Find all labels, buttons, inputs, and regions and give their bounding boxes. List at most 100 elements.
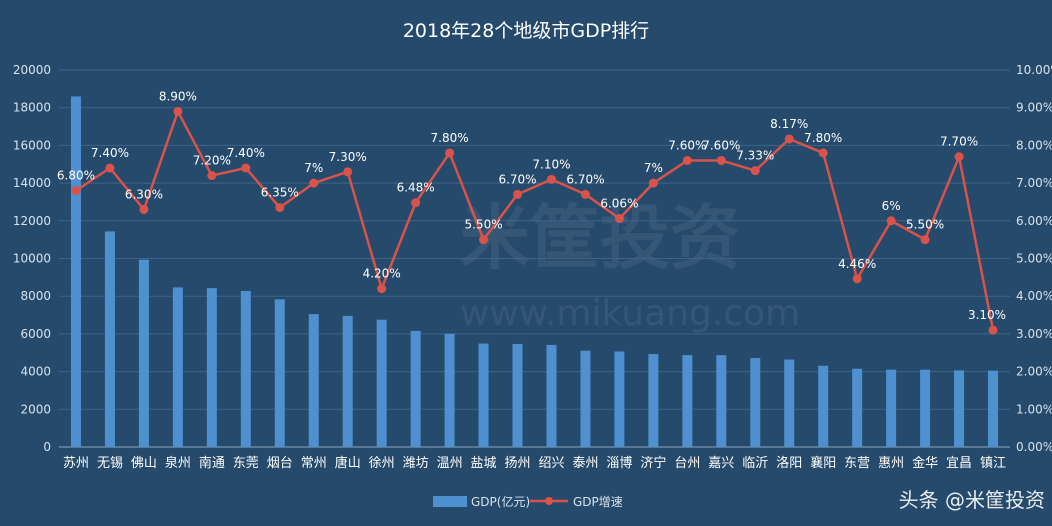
left-y-axis: 0 2000 4000 6000 8000 10000 12000 14000 16000 180… [13, 63, 51, 454]
growth-point [139, 204, 149, 214]
gdp-bar [240, 290, 251, 447]
growth-point [716, 155, 726, 165]
chart-title: 2018年28个地级市GDP排行 [403, 20, 649, 42]
x-axis-category-label: 佛山 [131, 456, 157, 471]
x-axis-category-label: 泉州 [165, 455, 191, 471]
gdp-bar [954, 370, 965, 447]
x-axis-category-label: 唐山 [335, 455, 361, 471]
growth-line [71, 106, 998, 335]
x-axis-category-label: 徐州 [369, 456, 395, 471]
right-axis-tick-label: 4.00% [1016, 289, 1052, 303]
grid-lines [59, 69, 1010, 448]
x-axis-category-label: 东营 [844, 456, 870, 471]
growth-data-label: 4.46% [838, 257, 876, 271]
growth-point [988, 325, 998, 335]
right-axis-tick-label: 9.00% [1016, 101, 1052, 115]
growth-data-label: 7.10% [532, 157, 570, 171]
x-axis-category-label: 南通 [199, 455, 225, 471]
gdp-bar [308, 314, 319, 447]
growth-point [784, 134, 794, 144]
gdp-bar [614, 351, 625, 447]
x-axis-category-label: 淄博 [606, 456, 632, 471]
growth-point [580, 189, 590, 199]
growth-point [105, 163, 115, 173]
gdp-bar [920, 369, 931, 447]
watermark-url-text: www.mikuang.com [460, 293, 800, 334]
x-axis-category-label: 嘉兴 [708, 456, 734, 471]
growth-data-label: 6.70% [566, 172, 604, 186]
growth-data-label: 7% [644, 161, 663, 175]
right-axis-tick-label: 5.00% [1016, 252, 1052, 266]
growth-data-label: 7.20% [193, 154, 231, 168]
gdp-bar [342, 315, 353, 447]
growth-point [241, 163, 251, 173]
growth-data-label: 6.30% [125, 187, 163, 201]
growth-point [546, 174, 556, 184]
gdp-bar [818, 365, 829, 447]
gdp-bar [206, 288, 217, 447]
growth-data-label: 7.60% [702, 138, 740, 152]
gdp-bar [376, 319, 387, 447]
watermark: 米筐投资 www.mikuang.com [460, 197, 800, 334]
left-axis-tick-label: 12000 [13, 214, 51, 228]
growth-point [852, 274, 862, 284]
gdp-bar [886, 369, 897, 447]
growth-point [207, 171, 217, 181]
x-axis-category-label: 镇江 [980, 456, 1006, 471]
x-axis-category-label: 烟台 [267, 456, 293, 471]
x-axis-category-label: 洛阳 [776, 456, 802, 471]
gdp-bar [478, 343, 489, 447]
left-axis-tick-label: 20000 [13, 63, 51, 77]
gdp-bar [784, 359, 795, 447]
growth-point [513, 189, 523, 199]
right-axis-tick-label: 8.00% [1016, 138, 1052, 152]
left-axis-tick-label: 2000 [20, 402, 51, 416]
growth-data-label: 5.50% [464, 218, 502, 232]
x-axis-category-label: 金华 [912, 455, 938, 471]
left-axis-tick-label: 6000 [20, 327, 51, 341]
gdp-bar [512, 343, 523, 447]
x-axis-category-label: 盐城 [471, 456, 497, 471]
growth-data-label: 7.80% [431, 131, 469, 145]
legend: GDP(亿元) GDP增速 [433, 494, 623, 509]
x-axis-labels: 苏州 无锡 佛山 泉州 南通 东莞 烟台 常州 唐山 徐州 潍坊 温州 盐城 扬州 绍兴 泰州 淄博 济宁 台州 嘉兴… [63, 455, 1006, 471]
growth-point [173, 106, 183, 116]
left-axis-tick-label: 0 [43, 440, 51, 454]
gdp-bar [852, 368, 863, 447]
growth-data-label: 7.80% [804, 131, 842, 145]
gdp-bar [104, 231, 115, 447]
growth-data-label: 7.33% [736, 149, 774, 163]
gdp-bar [648, 354, 659, 447]
right-axis-tick-label: 7.00% [1016, 176, 1052, 190]
growth-data-label: 7.30% [329, 150, 367, 164]
growth-point [886, 216, 896, 226]
gdp-bar [444, 333, 455, 447]
right-axis-tick-label: 1.00% [1016, 402, 1052, 416]
gdp-bar [410, 330, 421, 447]
growth-data-label: 7.40% [227, 146, 265, 160]
growth-data-label: 6.48% [397, 181, 435, 195]
growth-point [71, 186, 81, 196]
growth-point [479, 235, 489, 245]
growth-point [445, 148, 455, 158]
gdp-bar [274, 299, 285, 447]
x-axis-category-label: 惠州 [878, 456, 904, 471]
gdp-bar [172, 287, 183, 447]
growth-series-line [75, 110, 995, 331]
growth-labels: 6.80%7.40%6.30%8.90%7.20%7.40%6.35%7%7.3… [57, 89, 1006, 322]
growth-point [411, 198, 421, 208]
growth-data-label: 5.50% [906, 218, 944, 232]
growth-data-label: 4.20% [363, 267, 401, 281]
right-axis-tick-label: 6.00% [1016, 214, 1052, 228]
growth-data-label: 7.70% [940, 135, 978, 149]
growth-data-label: 3.10% [968, 308, 1006, 322]
growth-point [682, 155, 692, 165]
x-axis-category-label: 常州 [301, 456, 327, 471]
gdp-bars [70, 96, 999, 448]
left-axis-tick-label: 4000 [20, 365, 51, 379]
growth-data-label: 7.40% [91, 146, 129, 160]
x-axis-category-label: 潍坊 [403, 456, 429, 471]
right-axis-tick-label: 3.00% [1016, 327, 1052, 341]
left-axis-tick-label: 14000 [13, 176, 51, 190]
